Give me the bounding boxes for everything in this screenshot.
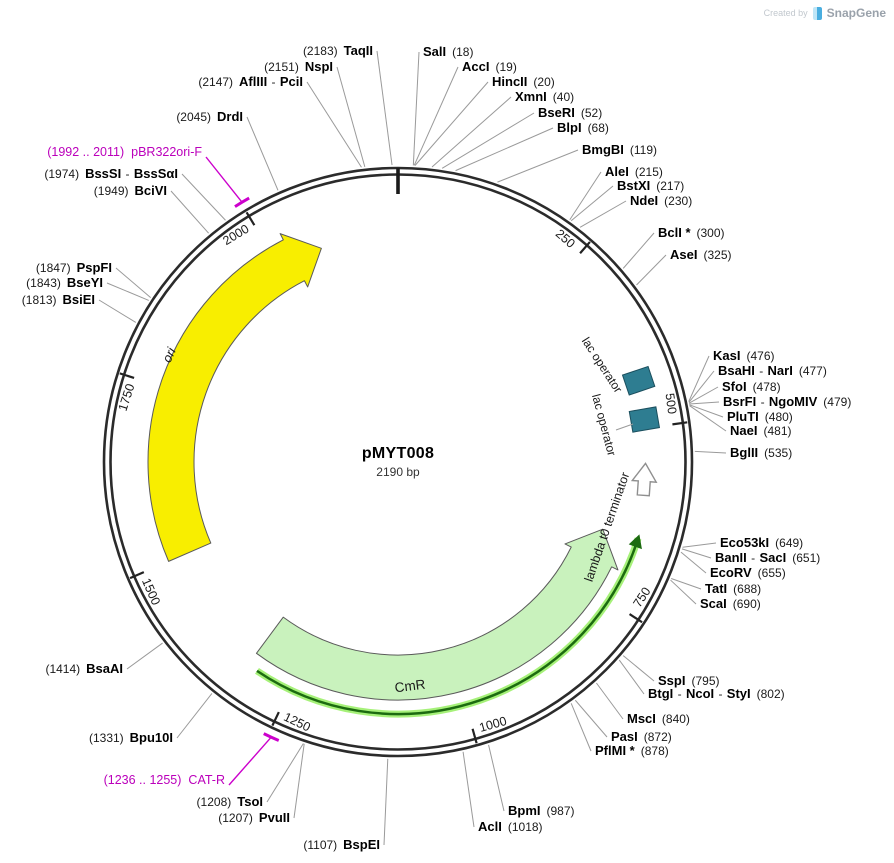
- tick-1750: [119, 372, 135, 379]
- leader-nspi: [336, 66, 366, 167]
- leader-scai: [670, 579, 697, 605]
- leader-acli: [462, 751, 475, 828]
- leader-sfoi: [688, 386, 719, 404]
- leader-afliii-pcii: [306, 81, 362, 168]
- feature-cmr: [255, 528, 619, 701]
- tick-1500: [129, 571, 145, 580]
- tick-1250: [271, 711, 280, 727]
- snapgene-logo-icon: [812, 6, 822, 20]
- leader-bspei: [383, 758, 389, 846]
- leader-drdi: [246, 116, 279, 191]
- tick-2000: [245, 211, 256, 226]
- leader-pasi: [574, 699, 608, 738]
- leader-bpu10i: [176, 693, 213, 739]
- plasmid-name: pMYT008: [361, 445, 435, 462]
- tick-label-1750: 1750: [116, 382, 138, 413]
- snapgene-watermark: Created by SnapGene: [764, 6, 886, 20]
- leader-alei: [569, 171, 602, 221]
- leader-bseri: [441, 112, 535, 169]
- tick-750: [628, 613, 643, 624]
- leader-kasi: [688, 355, 710, 402]
- leader-bsssi-bsss-i: [181, 173, 226, 221]
- primer-cat-r-mark: [263, 732, 280, 742]
- feature-cmr-cds-arrow-arrowhead: [628, 534, 642, 550]
- leader-bcli: [622, 232, 655, 269]
- primer-cat-r-leader: [228, 736, 272, 786]
- leader-sali: [412, 51, 420, 166]
- leader-pluti: [689, 404, 724, 418]
- primer-pbr322ori-f-leader: [205, 156, 243, 203]
- leader-bcivi: [170, 190, 209, 234]
- leader-ndei: [579, 200, 627, 228]
- feature-ori: [147, 233, 322, 562]
- feature-cmr-cds-arrow: [256, 538, 640, 716]
- snapgene-brand: SnapGene: [826, 6, 886, 20]
- leader-msci: [596, 682, 624, 720]
- tick-label-250: 250: [553, 227, 578, 251]
- leader-acci: [413, 66, 459, 166]
- feature-lac-operator-2-box: [628, 406, 661, 433]
- tick-500: [672, 421, 688, 426]
- leader-asei: [636, 254, 667, 286]
- leader-bsiei: [98, 299, 137, 323]
- feature-lambda-t0-terminator-arrow: [630, 462, 658, 497]
- plasmid-size: 2190 bp: [376, 465, 420, 479]
- leader-eco53ki: [682, 542, 717, 548]
- leader-bsaai: [126, 642, 163, 670]
- leader-bsrfi-ngomiv: [689, 401, 720, 405]
- tick-label-500: 500: [662, 392, 679, 415]
- leader-btgi-ncoi-styi: [618, 659, 645, 695]
- leader-sspi: [622, 655, 655, 682]
- leader-taqii: [376, 50, 393, 166]
- leader-bsahi-nari: [688, 370, 715, 403]
- leader-pflmi: [570, 703, 592, 752]
- leader-bseyi: [106, 282, 149, 301]
- tick-label-750: 750: [630, 585, 653, 610]
- leader-hincii: [414, 81, 489, 166]
- leader-pspfi: [115, 267, 151, 298]
- leader-ecorv: [680, 551, 707, 574]
- leader-pvuii: [293, 743, 305, 819]
- tick-label-1000: 1000: [478, 714, 509, 735]
- feature-lac-operator-1-box: [621, 365, 656, 396]
- leader-banii-saci: [681, 548, 712, 559]
- leader-blpi: [455, 127, 554, 172]
- leader-tati: [671, 578, 702, 590]
- leader-bmgbi: [497, 149, 579, 183]
- watermark-created-by: Created by: [763, 8, 808, 18]
- leader-naei: [689, 405, 727, 432]
- leader-bglii: [694, 450, 727, 454]
- lac-operator-leader: [615, 423, 634, 431]
- leader-bstxi: [570, 185, 614, 222]
- leader-xmni: [431, 96, 512, 168]
- leader-tsoi: [266, 743, 304, 803]
- leader-bpmi: [488, 744, 505, 812]
- plasmid-title-block: pMYT008 2190 bp: [362, 445, 434, 479]
- tick-1000: [471, 728, 478, 744]
- primer-pbr322ori-f-mark: [234, 196, 250, 208]
- tick-250: [579, 241, 591, 254]
